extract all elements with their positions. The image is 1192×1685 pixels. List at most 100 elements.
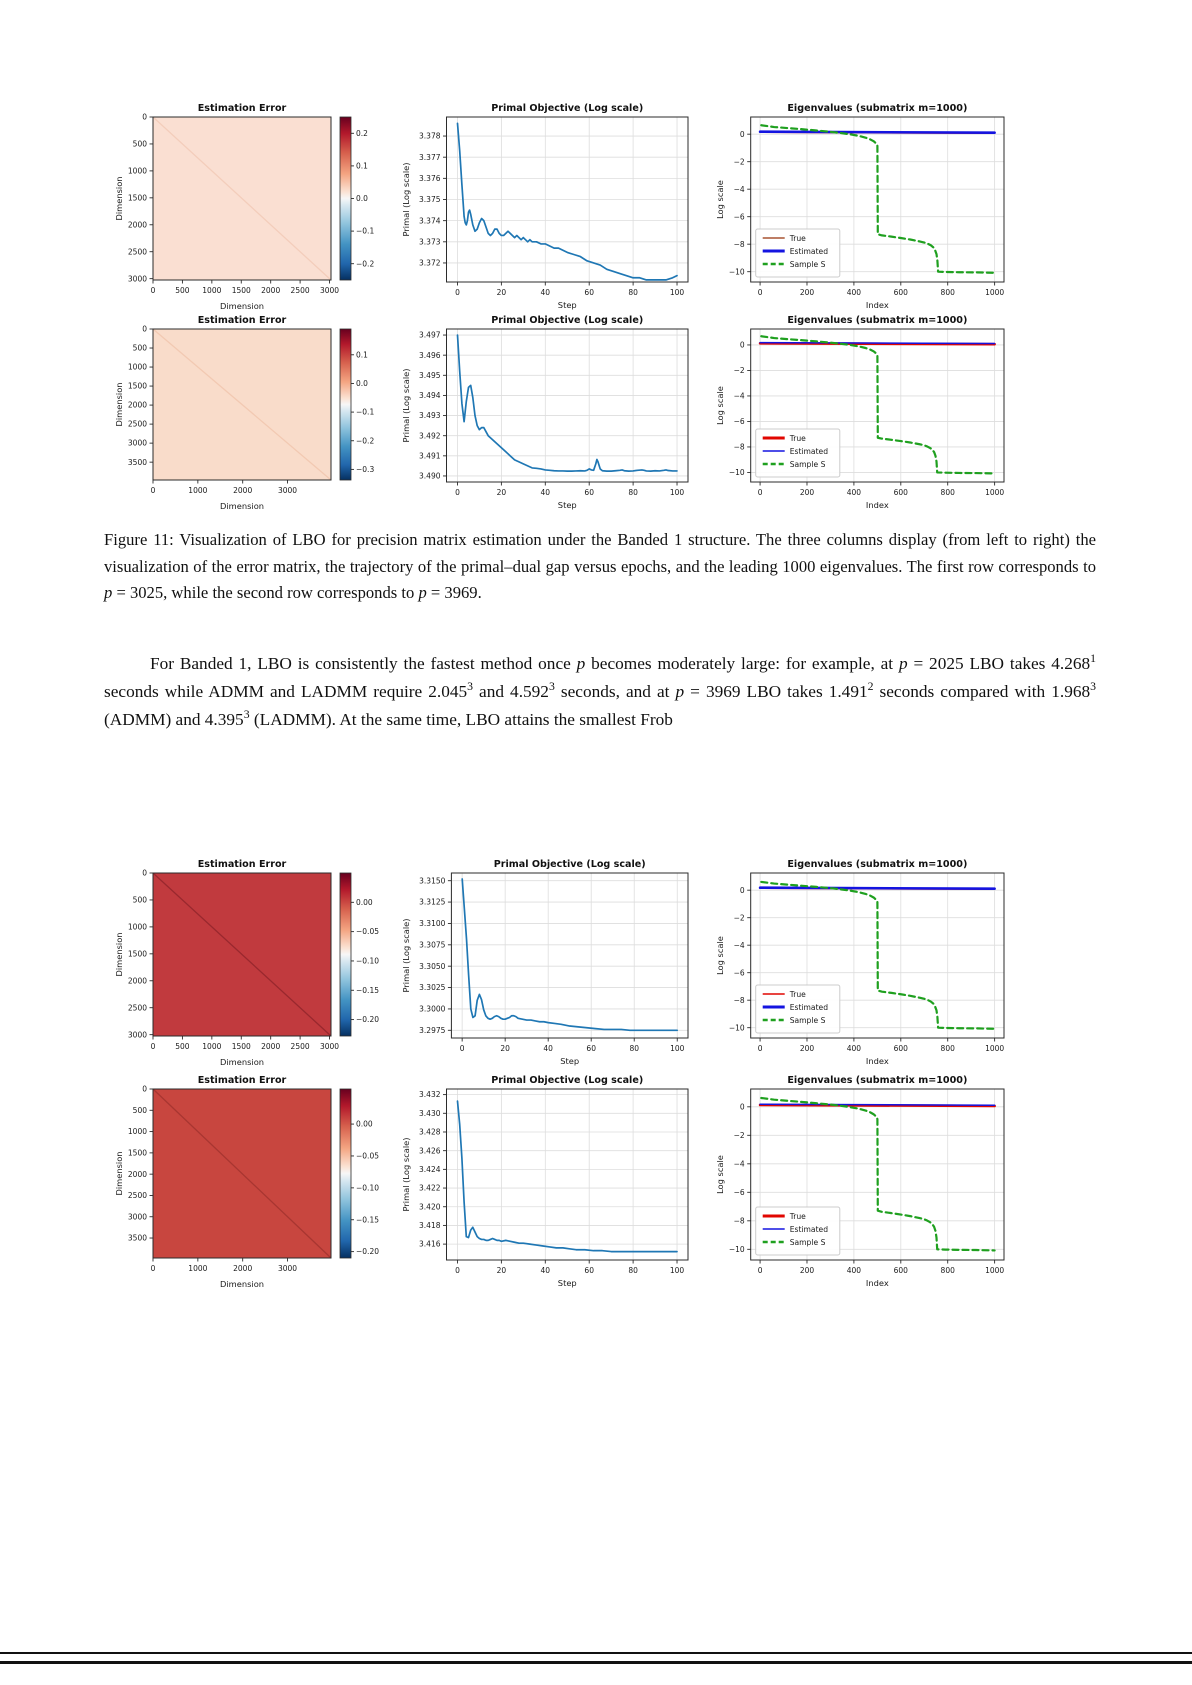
- estimation-error-heatmap-row1: 0 500 1000 1500 2000 2500 3000 0 500 1000 1500 2000…: [112, 100, 384, 312]
- svg-text:2500: 2500: [128, 247, 147, 256]
- svg-text:0: 0: [758, 1044, 763, 1053]
- svg-text:200: 200: [800, 1044, 815, 1053]
- primal-objective-chart-row1: 0 20 40 60 80 100 3.372 3.373 3.374 3.375 3.376 3.3…: [398, 100, 698, 312]
- svg-text:60: 60: [584, 288, 594, 297]
- svg-text:0: 0: [740, 1102, 745, 1111]
- svg-text:−4: −4: [734, 185, 745, 194]
- svg-text:Dimension: Dimension: [220, 301, 264, 311]
- eigenvalues-chart-row4: 0 200 400 600 800 1000 0 −2 −4 −6 −8 −10 Index Log sc…: [712, 1072, 1014, 1290]
- svg-text:1000: 1000: [128, 166, 147, 175]
- svg-text:60: 60: [586, 1044, 596, 1053]
- svg-text:−0.2: −0.2: [356, 436, 374, 445]
- svg-text:3000: 3000: [320, 286, 339, 295]
- svg-text:3.3025: 3.3025: [419, 983, 445, 992]
- svg-text:200: 200: [800, 288, 815, 297]
- svg-text:0: 0: [740, 341, 745, 350]
- svg-text:20: 20: [497, 1266, 507, 1275]
- svg-text:2000: 2000: [128, 976, 147, 985]
- svg-text:400: 400: [847, 288, 862, 297]
- svg-text:3.3000: 3.3000: [419, 1005, 445, 1014]
- svg-text:−0.10: −0.10: [356, 1183, 379, 1192]
- svg-text:3.2975: 3.2975: [419, 1026, 445, 1035]
- svg-text:3.3125: 3.3125: [419, 898, 445, 907]
- svg-text:3500: 3500: [128, 458, 147, 467]
- svg-text:Log scale: Log scale: [715, 386, 725, 425]
- svg-text:Log scale: Log scale: [715, 1155, 725, 1194]
- svg-text:3.491: 3.491: [419, 451, 441, 460]
- svg-text:3.3075: 3.3075: [419, 940, 445, 949]
- svg-text:Primal Objective (Log scale): Primal Objective (Log scale): [491, 1075, 643, 1086]
- svg-text:Eigenvalues (submatrix m=1000): Eigenvalues (submatrix m=1000): [787, 859, 967, 870]
- svg-text:−8: −8: [734, 1216, 745, 1225]
- svg-text:2500: 2500: [128, 1191, 147, 1200]
- svg-text:−0.05: −0.05: [356, 927, 379, 936]
- svg-text:3.377: 3.377: [419, 153, 441, 162]
- svg-text:0: 0: [758, 488, 763, 497]
- footer-rule-thin: [0, 1652, 1192, 1654]
- svg-text:−4: −4: [734, 1159, 745, 1168]
- svg-text:−0.05: −0.05: [356, 1152, 379, 1161]
- svg-text:−8: −8: [734, 240, 745, 249]
- svg-text:3500: 3500: [128, 1234, 147, 1243]
- svg-text:1500: 1500: [128, 1148, 147, 1157]
- svg-text:Eigenvalues (submatrix m=1000): Eigenvalues (submatrix m=1000): [787, 315, 967, 326]
- svg-text:1000: 1000: [985, 1044, 1004, 1053]
- svg-text:1000: 1000: [128, 1127, 147, 1136]
- svg-text:2000: 2000: [128, 220, 147, 229]
- svg-text:3000: 3000: [278, 1264, 297, 1273]
- svg-text:40: 40: [541, 488, 551, 497]
- svg-text:500: 500: [133, 1106, 148, 1115]
- svg-text:1000: 1000: [188, 486, 207, 495]
- svg-text:800: 800: [941, 488, 956, 497]
- svg-text:3000: 3000: [128, 1212, 147, 1221]
- svg-text:80: 80: [628, 288, 638, 297]
- svg-text:−10: −10: [729, 468, 745, 477]
- svg-text:3.373: 3.373: [419, 237, 441, 246]
- svg-text:3.420: 3.420: [419, 1202, 441, 1211]
- svg-text:Step: Step: [558, 1278, 577, 1288]
- figure11-caption: Figure 11: Visualization of LBO for prec…: [104, 530, 1096, 603]
- svg-text:60: 60: [584, 488, 594, 497]
- svg-text:40: 40: [541, 288, 551, 297]
- svg-text:Dimension: Dimension: [114, 176, 124, 220]
- svg-text:−8: −8: [734, 996, 745, 1005]
- svg-text:1000: 1000: [202, 1042, 221, 1051]
- svg-text:−2: −2: [734, 1131, 745, 1140]
- svg-text:3.424: 3.424: [419, 1165, 441, 1174]
- svg-text:True: True: [789, 990, 806, 999]
- svg-text:3000: 3000: [128, 439, 147, 448]
- svg-text:400: 400: [847, 488, 862, 497]
- svg-text:Sample S: Sample S: [790, 1238, 826, 1247]
- svg-text:Step: Step: [558, 500, 577, 510]
- svg-text:−0.10: −0.10: [356, 957, 379, 966]
- svg-text:60: 60: [584, 1266, 594, 1275]
- svg-text:3.493: 3.493: [419, 411, 441, 420]
- svg-text:Log scale: Log scale: [715, 180, 725, 219]
- svg-text:Sample S: Sample S: [790, 460, 826, 469]
- svg-text:Estimated: Estimated: [790, 1225, 829, 1234]
- svg-text:2000: 2000: [261, 1042, 280, 1051]
- svg-text:3.3100: 3.3100: [419, 919, 445, 928]
- svg-text:Dimension: Dimension: [114, 932, 124, 976]
- svg-text:3.374: 3.374: [419, 216, 441, 225]
- svg-text:Primal (Log scale): Primal (Log scale): [401, 1138, 411, 1212]
- svg-text:0.2: 0.2: [356, 129, 368, 138]
- svg-text:3000: 3000: [128, 274, 147, 283]
- estimation-error-heatmap-row3: 0 500 1000 1500 2000 2500 3000 0 500 1000 1500 2000…: [112, 856, 384, 1068]
- svg-text:3.375: 3.375: [419, 195, 441, 204]
- svg-text:0.1: 0.1: [356, 350, 368, 359]
- svg-text:2000: 2000: [128, 401, 147, 410]
- svg-text:Dimension: Dimension: [114, 382, 124, 426]
- svg-text:−8: −8: [734, 443, 745, 452]
- svg-text:−0.3: −0.3: [356, 465, 374, 474]
- svg-text:Estimated: Estimated: [790, 247, 829, 256]
- svg-text:0: 0: [151, 1264, 156, 1273]
- svg-text:80: 80: [628, 1266, 638, 1275]
- svg-text:1500: 1500: [232, 286, 251, 295]
- svg-text:600: 600: [894, 488, 909, 497]
- body-paragraph: For Banded 1, LBO is consistently the fa…: [104, 652, 1097, 730]
- svg-text:Estimated: Estimated: [790, 1003, 829, 1012]
- primal-objective-chart-row3: 0 20 40 60 80 100 3.2975 3.3000 3.3025 3.3050 3.30…: [398, 856, 698, 1068]
- svg-text:3.432: 3.432: [419, 1090, 441, 1099]
- svg-text:20: 20: [497, 288, 507, 297]
